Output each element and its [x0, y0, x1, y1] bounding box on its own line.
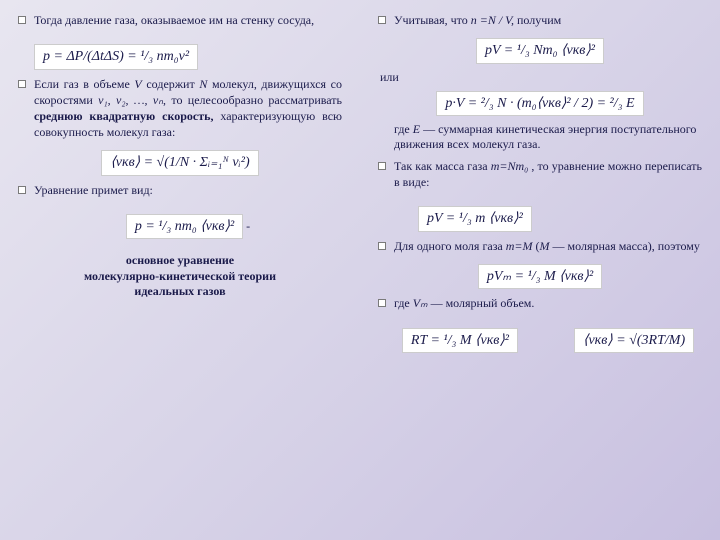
r3b: m=Nm₀ — [491, 159, 529, 173]
r4c: ( — [533, 239, 540, 253]
para-nv: Учитывая, что n =N / V, получим — [378, 12, 702, 28]
bullet-icon — [378, 242, 386, 250]
main-title: основное уравнение молекулярно-кинетичес… — [18, 253, 342, 300]
bullet-icon — [378, 162, 386, 170]
formula-vkv-final: ⟨vкв⟩ = √(3RT/M) — [574, 328, 694, 353]
formula-pvm2: pVₘ = ¹/₃ M ⟨vкв⟩² — [478, 264, 602, 289]
label-ili: или — [380, 70, 702, 85]
p2e: среднюю квадратную скорость, — [34, 109, 213, 123]
formula-pv1: pV = ¹/₃ Nm₀ ⟨vкв⟩² — [476, 38, 604, 63]
r4d: M — [540, 239, 550, 253]
r5a: где — [394, 296, 413, 310]
bullet-icon — [378, 16, 386, 24]
vlist: v₁, v₂, …, vₙ — [98, 93, 163, 107]
r5b: Vₘ — [413, 296, 428, 310]
r4e: — молярная масса), поэтому — [550, 239, 700, 253]
formula-pressure: p = ΔP/(ΔtΔS) = ¹/₃ nm₀v² — [34, 44, 198, 69]
para-vm: где Vₘ — молярный объем. — [378, 295, 702, 311]
r3a: Так как масса газа — [394, 159, 491, 173]
r1a: Учитывая, что — [394, 13, 471, 27]
para-mole-text: Для одного моля газа m=M (M — молярная м… — [394, 238, 702, 254]
para-vm-text: где Vₘ — молярный объем. — [394, 295, 702, 311]
formula-pv2: p·V = ²/₃ N · (m₀⟨vкв⟩² / 2) = ²/₃ E — [436, 91, 643, 116]
formula-pair: RT = ¹/₃ M ⟨vкв⟩² ⟨vкв⟩ = √(3RT/M) — [378, 322, 702, 359]
right-column: Учитывая, что n =N / V, получим pV = ¹/₃… — [360, 0, 720, 540]
para-volume-text: Если газ в объеме V содержит N молекул, … — [34, 76, 342, 141]
para-mass: Так как масса газа m=Nm₀ , то уравнение … — [378, 158, 702, 190]
bullet-icon — [18, 80, 26, 88]
title-line1: основное уравнение — [18, 253, 342, 269]
formula-rt: RT = ¹/₃ M ⟨vкв⟩² — [402, 328, 518, 353]
p2d: , то целесообразно рассматривать — [163, 93, 342, 107]
para-pressure: Тогда давление газа, оказываемое им на с… — [18, 12, 342, 28]
r4b: m=M — [506, 239, 533, 253]
r1b: n =N / V, — [471, 13, 514, 27]
title-line3: идеальных газов — [18, 284, 342, 300]
para-volume: Если газ в объеме V содержит N молекул, … — [18, 76, 342, 141]
formula-main-wrap: p = ¹/₃ nm₀ ⟨vкв⟩² - — [18, 208, 342, 245]
bullet-icon — [378, 299, 386, 307]
r1c: получим — [514, 13, 561, 27]
r4a: Для одного моля газа — [394, 239, 506, 253]
formula-pvm: pV = ¹/₃ m ⟨vкв⟩² — [418, 206, 532, 231]
var-V: V — [134, 77, 141, 91]
bullet-icon — [18, 186, 26, 194]
p2b: содержит — [142, 77, 200, 91]
para-eqn-text: Уравнение примет вид: — [34, 182, 342, 198]
bullet-icon — [18, 16, 26, 24]
title-line2: молекулярно-кинетической теории — [18, 269, 342, 285]
para-eqn: Уравнение примет вид: — [18, 182, 342, 198]
r2a: где — [394, 122, 413, 136]
para-mass-text: Так как масса газа m=Nm₀ , то уравнение … — [394, 158, 702, 190]
left-column: Тогда давление газа, оказываемое им на с… — [0, 0, 360, 540]
formula-main: p = ¹/₃ nm₀ ⟨vкв⟩² — [126, 214, 243, 239]
para-pressure-text: Тогда давление газа, оказываемое им на с… — [34, 12, 342, 28]
r2b: E — [413, 122, 420, 136]
para-nv-text: Учитывая, что n =N / V, получим — [394, 12, 702, 28]
p2a: Если газ в объеме — [34, 77, 134, 91]
r2c: — суммарная кинетическая энергия поступа… — [394, 122, 696, 151]
dash: - — [243, 219, 250, 233]
para-mole: Для одного моля газа m=M (M — молярная м… — [378, 238, 702, 254]
r5c: — молярный объем. — [428, 296, 535, 310]
formula-vkv: ⟨vкв⟩ = √(1/N · Σᵢ₌₁ᴺ vᵢ²) — [101, 150, 258, 175]
para-E: где E — суммарная кинетическая энергия п… — [378, 122, 702, 152]
